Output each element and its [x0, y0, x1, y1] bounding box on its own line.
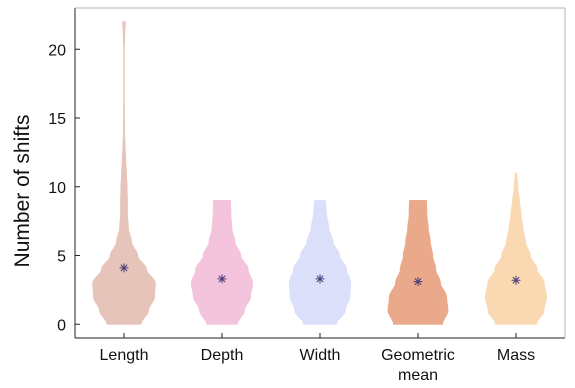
y-axis-title: Number of shifts [11, 115, 34, 268]
violin-mass [484, 172, 548, 325]
violin-geometric-mean [387, 200, 449, 325]
y-tick-label: 5 [57, 249, 66, 266]
violin-width [288, 200, 352, 325]
x-tick-label: Width [300, 347, 341, 364]
x-axis-ticks: Length Depth Width Geometric mean Mass [100, 333, 535, 384]
violin-length [92, 21, 156, 325]
violins-layer [92, 21, 548, 325]
y-tick-label: 0 [57, 317, 66, 334]
x-tick-label: Depth [201, 347, 244, 364]
y-tick-label: 10 [48, 180, 66, 197]
mean-marker [413, 277, 423, 287]
x-tick-label: Mass [497, 347, 535, 364]
mean-marker [119, 263, 129, 273]
mean-marker [511, 275, 521, 285]
x-tick-label: Geometric mean [381, 347, 455, 384]
mean-marker [217, 274, 227, 284]
mean-marker [315, 274, 325, 284]
y-tick-label: 20 [48, 42, 66, 59]
x-tick-label: Length [100, 347, 149, 364]
y-tick-label: 15 [48, 111, 66, 128]
y-axis-ticks: 0 5 10 15 20 [48, 42, 80, 334]
violin-depth [190, 200, 254, 325]
